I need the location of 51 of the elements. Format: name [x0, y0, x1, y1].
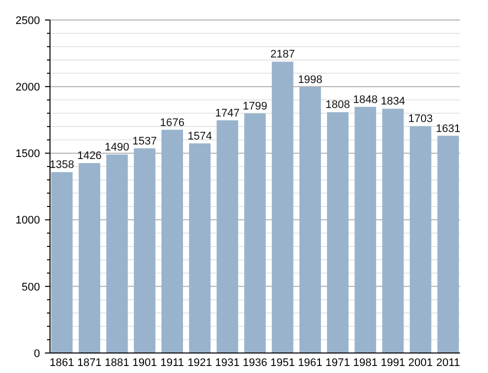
bar	[161, 130, 183, 353]
y-tick-label: 500	[22, 281, 40, 294]
y-tick-label: 0	[34, 348, 40, 360]
x-tick-label: 1861	[50, 357, 74, 369]
bar	[51, 172, 73, 353]
data-label: 1848	[353, 94, 378, 106]
data-label: 1676	[160, 116, 184, 129]
x-tick-label: 1981	[353, 357, 378, 369]
bar	[382, 108, 404, 353]
x-tick-label: 1936	[242, 357, 268, 369]
data-label: 2187	[270, 48, 295, 61]
data-label: 1808	[326, 99, 350, 112]
bar	[216, 120, 238, 353]
x-tick-label: 2011	[436, 357, 460, 369]
y-tick-label: 2500	[16, 14, 40, 27]
x-tick-label: 1881	[104, 357, 130, 369]
data-label: 1358	[50, 159, 74, 172]
bar	[327, 112, 349, 353]
x-tick-label: 1871	[77, 357, 102, 369]
y-tick-label: 1000	[16, 214, 40, 227]
x-tick-label: 2001	[408, 357, 433, 369]
bar	[78, 163, 100, 353]
data-label: 1998	[298, 74, 322, 86]
data-label: 1747	[215, 107, 240, 120]
bar	[410, 126, 432, 353]
x-tick-label: 1991	[380, 357, 406, 369]
x-tick-label: 1901	[132, 357, 157, 369]
bar	[354, 106, 376, 353]
data-label: 1834	[380, 96, 406, 108]
data-label: 1537	[132, 135, 157, 148]
bar	[244, 113, 266, 353]
data-label: 1631	[436, 122, 460, 135]
data-label: 1574	[188, 130, 212, 142]
x-tick-label: 1931	[215, 357, 240, 369]
data-label: 1490	[104, 142, 130, 154]
bar	[299, 86, 321, 353]
bar	[134, 148, 156, 353]
data-label: 1703	[408, 113, 433, 126]
x-tick-label: 1951	[270, 357, 295, 369]
data-label: 1426	[77, 150, 102, 162]
bar	[189, 143, 211, 353]
bar	[272, 62, 294, 353]
y-tick-label: 1500	[16, 148, 40, 160]
data-label: 1799	[242, 100, 268, 112]
bar	[106, 154, 128, 353]
y-tick-label: 2000	[16, 81, 40, 94]
x-tick-label: 1961	[298, 357, 322, 369]
x-tick-label: 1971	[326, 357, 350, 369]
x-tick-label: 1911	[160, 357, 184, 369]
x-tick-label: 1921	[188, 357, 212, 369]
bar	[437, 136, 459, 353]
